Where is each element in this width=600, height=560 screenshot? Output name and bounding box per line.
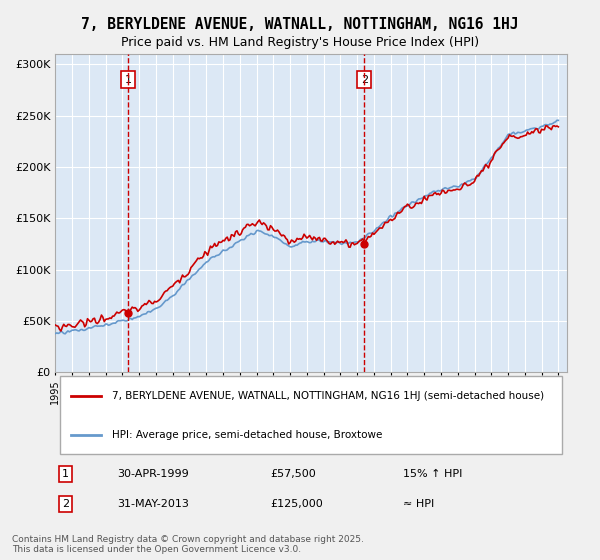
Text: Contains HM Land Registry data © Crown copyright and database right 2025.
This d: Contains HM Land Registry data © Crown c…: [12, 535, 364, 554]
FancyBboxPatch shape: [61, 376, 562, 455]
Text: 7, BERYLDENE AVENUE, WATNALL, NOTTINGHAM, NG16 1HJ (semi-detached house): 7, BERYLDENE AVENUE, WATNALL, NOTTINGHAM…: [112, 391, 544, 402]
Text: 7, BERYLDENE AVENUE, WATNALL, NOTTINGHAM, NG16 1HJ: 7, BERYLDENE AVENUE, WATNALL, NOTTINGHAM…: [81, 17, 519, 32]
Text: 1: 1: [62, 469, 69, 479]
Text: 2: 2: [361, 74, 368, 85]
Text: ≈ HPI: ≈ HPI: [403, 499, 434, 509]
Text: 1: 1: [124, 74, 131, 85]
Text: Price paid vs. HM Land Registry's House Price Index (HPI): Price paid vs. HM Land Registry's House …: [121, 36, 479, 49]
Text: 2: 2: [62, 499, 69, 509]
Text: 30-APR-1999: 30-APR-1999: [117, 469, 188, 479]
Text: £57,500: £57,500: [270, 469, 316, 479]
Text: 31-MAY-2013: 31-MAY-2013: [117, 499, 188, 509]
Text: HPI: Average price, semi-detached house, Broxtowe: HPI: Average price, semi-detached house,…: [112, 430, 382, 440]
Text: 15% ↑ HPI: 15% ↑ HPI: [403, 469, 463, 479]
Text: £125,000: £125,000: [270, 499, 323, 509]
